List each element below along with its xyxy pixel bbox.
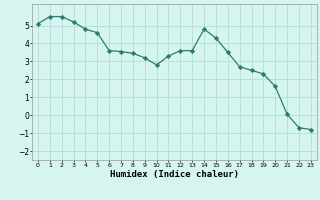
- X-axis label: Humidex (Indice chaleur): Humidex (Indice chaleur): [110, 170, 239, 179]
